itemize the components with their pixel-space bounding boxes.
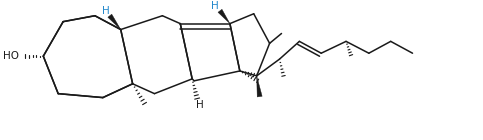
Text: HO: HO bbox=[3, 51, 19, 61]
Text: H: H bbox=[196, 101, 204, 110]
Polygon shape bbox=[108, 14, 121, 30]
Polygon shape bbox=[256, 76, 262, 97]
Text: H: H bbox=[211, 1, 219, 11]
Polygon shape bbox=[218, 9, 230, 24]
Text: H: H bbox=[102, 6, 110, 16]
